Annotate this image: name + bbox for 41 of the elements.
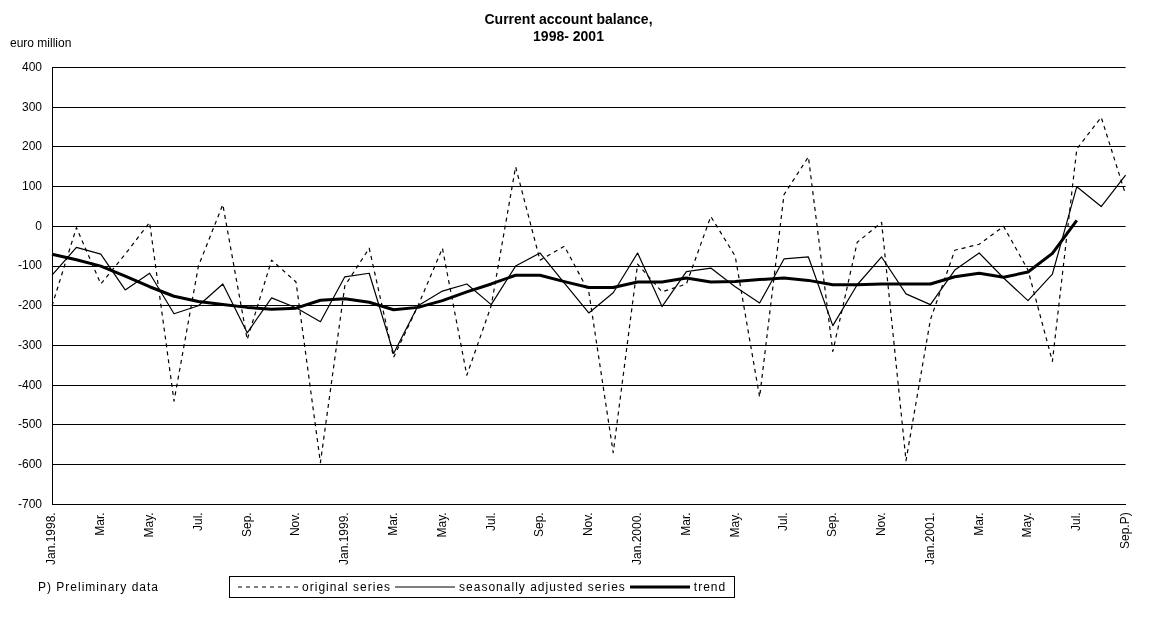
legend-label: trend: [693, 580, 727, 594]
y-tick-label: -400: [17, 377, 43, 392]
x-tick-label: Sep.P): [1117, 512, 1132, 549]
x-tick-label: Jan.1999.: [337, 512, 352, 566]
text: P) Preliminary data: [38, 580, 160, 594]
y-tick-label: -700: [17, 496, 43, 511]
y-tick-label: -100: [17, 258, 43, 273]
x-tick-label: May.: [141, 512, 156, 538]
x-tick-label: Jan.1998.: [44, 512, 59, 566]
x-tick-label: Mar.: [93, 512, 108, 536]
y-tick-label: -200: [17, 298, 43, 313]
x-tick-label: Sep.: [239, 512, 254, 537]
legend-label: original series: [302, 580, 392, 594]
x-tick-label: Mar.: [971, 512, 986, 536]
y-tick-label: 400: [21, 59, 43, 74]
x-tick-label: Mar.: [678, 512, 693, 536]
legend-label: seasonally adjusted series: [459, 580, 626, 594]
x-tick-label: Nov.: [288, 512, 303, 537]
x-tick-label: May.: [1020, 512, 1035, 538]
x-tick-label: Jan.2000.: [629, 512, 644, 566]
x-tick-label: May.: [434, 512, 449, 538]
x-tick-label: Nov.: [873, 512, 888, 537]
x-tick-label: Sep.: [825, 512, 840, 537]
x-tick-label: Jul.: [190, 512, 205, 531]
y-tick-label: 300: [21, 99, 43, 114]
y-tick-label: 0: [35, 218, 43, 233]
y-tick-label: -500: [17, 417, 43, 432]
x-tick-label: Jan.2001.: [922, 512, 937, 566]
y-tick-label: -600: [17, 456, 43, 471]
x-tick-label: Sep.: [532, 512, 547, 537]
y-tick-label: -300: [17, 337, 43, 352]
x-tick-label: Mar.: [385, 512, 400, 536]
chart-title: Current account balance, 1998- 2001: [484, 11, 653, 45]
x-tick-label: Jul.: [1069, 512, 1084, 531]
x-tick-label: Jul.: [776, 512, 791, 531]
y-tick-label: 100: [21, 179, 43, 194]
x-tick-label: Nov.: [581, 512, 596, 537]
y-axis-title: euro million: [10, 36, 72, 51]
x-tick-label: Jul.: [483, 512, 498, 531]
x-tick-label: May.: [727, 512, 742, 538]
y-tick-label: 200: [21, 139, 43, 154]
